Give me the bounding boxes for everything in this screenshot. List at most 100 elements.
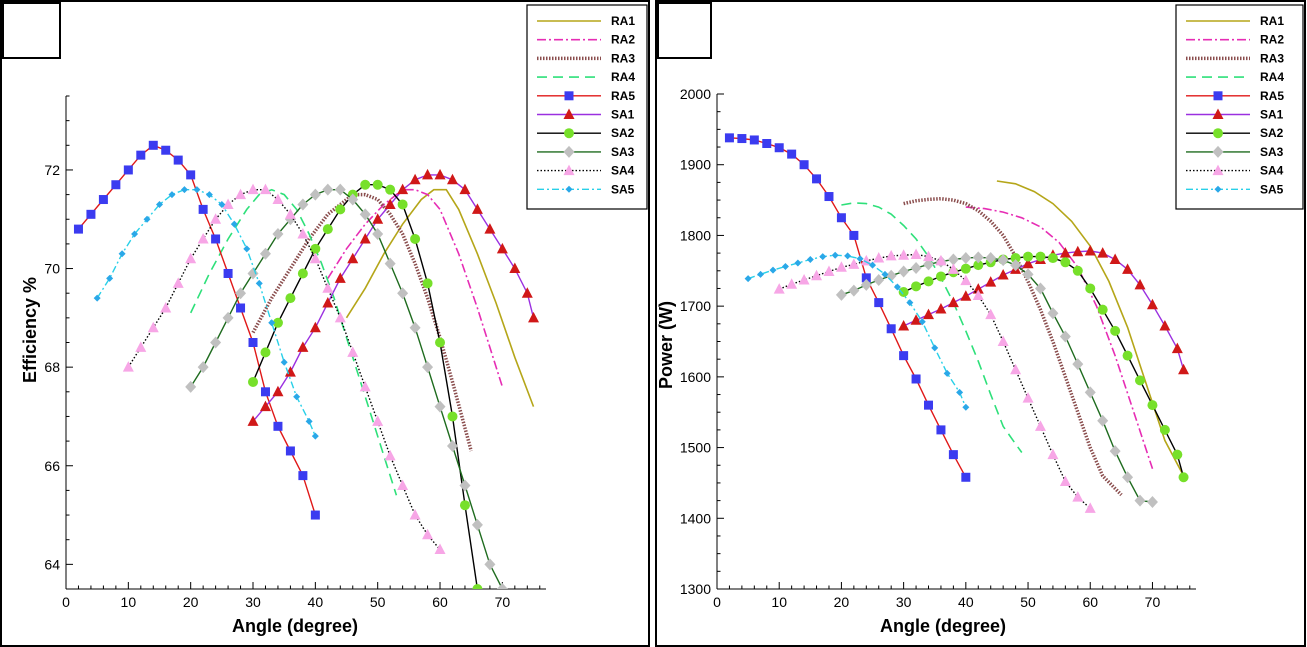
efficiency-point-sa1 xyxy=(459,183,471,195)
efficiency-point-ra5 xyxy=(285,446,295,456)
power-point-sa5 xyxy=(956,388,964,396)
efficiency-y-tick-label: 72 xyxy=(44,162,60,178)
power-point-sa2 xyxy=(923,276,934,287)
efficiency-point-sa3 xyxy=(272,228,284,241)
efficiency-series-ra1 xyxy=(345,188,535,407)
efficiency-point-sa1 xyxy=(528,311,540,323)
efficiency-point-sa4 xyxy=(259,183,271,195)
power-x-tick-label: 60 xyxy=(1082,594,1098,610)
power-point-sa5 xyxy=(869,261,877,269)
power-point-sa4 xyxy=(1072,491,1084,502)
power-point-sa2 xyxy=(1023,251,1034,262)
power-point-sa2 xyxy=(1072,265,1083,276)
power-legend-marker xyxy=(1212,164,1224,176)
efficiency-point-ra5 xyxy=(298,471,308,481)
efficiency-point-sa2 xyxy=(410,233,421,244)
power-point-sa5 xyxy=(806,255,814,263)
power-legend: RA1 RA2 RA3 RA4 RA5 SA1 SA2 SA3 SA4 SA5 xyxy=(1175,4,1304,210)
efficiency-point-sa5 xyxy=(243,245,251,253)
efficiency-point-sa3 xyxy=(446,440,458,453)
power-point-sa4 xyxy=(1034,420,1046,431)
efficiency-point-sa4 xyxy=(397,479,409,490)
power-line-ra2 xyxy=(965,206,1154,470)
power-point-sa1 xyxy=(1022,257,1034,269)
power-point-sa3 xyxy=(1010,259,1022,272)
efficiency-legend-item-ra2: RA2 xyxy=(537,33,635,47)
efficiency-point-sa3 xyxy=(459,479,471,492)
efficiency-x-axis-title: Angle (degree) xyxy=(232,616,358,636)
power-point-sa3 xyxy=(972,251,984,264)
efficiency-series-sa3 xyxy=(185,183,508,589)
power-line-ra5 xyxy=(729,137,967,478)
efficiency-legend-marker xyxy=(563,145,575,158)
power-point-sa4 xyxy=(997,335,1009,346)
efficiency-point-sa4 xyxy=(334,311,346,323)
power-x-tick-label: 70 xyxy=(1145,594,1161,610)
power-point-sa3 xyxy=(1122,471,1134,484)
power-point-sa1 xyxy=(898,319,910,331)
power-legend-label: SA1 xyxy=(1260,108,1284,122)
power-point-sa3 xyxy=(1022,268,1034,281)
efficiency-x-tick-label: 20 xyxy=(183,594,199,610)
efficiency-point-sa2 xyxy=(297,268,308,279)
efficiency-point-sa1 xyxy=(284,366,296,377)
efficiency-x-tick-label: 50 xyxy=(370,594,386,610)
power-point-sa3 xyxy=(860,278,872,291)
power-point-sa5 xyxy=(744,275,752,283)
power-point-sa4 xyxy=(786,278,798,289)
power-point-sa5 xyxy=(881,270,889,278)
efficiency-point-sa4 xyxy=(210,213,222,224)
efficiency-point-sa3 xyxy=(434,400,446,413)
power-point-sa4 xyxy=(972,289,984,301)
power-point-sa5 xyxy=(906,299,914,307)
power-legend-marker xyxy=(1212,108,1224,119)
power-point-sa4 xyxy=(1059,475,1071,487)
efficiency-point-sa1 xyxy=(509,262,521,274)
power-point-ra5 xyxy=(774,143,784,153)
efficiency-legend-label: RA4 xyxy=(611,70,635,84)
efficiency-legend-marker xyxy=(564,91,574,101)
power-point-sa2 xyxy=(1172,449,1183,460)
power-point-sa2 xyxy=(1035,251,1046,262)
power-legend-item-ra4: RA4 xyxy=(1186,70,1284,84)
efficiency-point-sa4 xyxy=(422,528,434,540)
efficiency-point-ra5 xyxy=(198,204,208,214)
efficiency-point-sa5 xyxy=(305,417,313,425)
power-legend-label: SA2 xyxy=(1260,126,1284,140)
power-x-tick-label: 10 xyxy=(771,594,787,610)
power-y-tick-label: 1700 xyxy=(680,298,711,314)
power-point-ra5 xyxy=(787,149,797,159)
efficiency-x-tick-label: 10 xyxy=(121,594,137,610)
power-series-sa4 xyxy=(773,248,1096,513)
efficiency-legend-marker xyxy=(564,128,574,139)
efficiency-legend-label: RA3 xyxy=(611,51,635,65)
power-point-sa1 xyxy=(972,283,984,294)
power-point-sa3 xyxy=(960,252,972,265)
power-point-ra5 xyxy=(961,472,971,482)
power-legend-marker xyxy=(1214,185,1222,193)
efficiency-series-sa2 xyxy=(248,179,483,589)
efficiency-point-sa4 xyxy=(172,277,184,288)
left-panel-frame xyxy=(0,0,650,647)
efficiency-point-sa4 xyxy=(347,346,359,357)
efficiency-point-sa5 xyxy=(180,186,188,194)
power-point-sa3 xyxy=(1084,386,1096,399)
right-corner-box xyxy=(657,2,712,59)
efficiency-point-sa5 xyxy=(131,230,139,238)
efficiency-point-sa5 xyxy=(205,191,213,199)
power-x-tick-label: 50 xyxy=(1020,594,1036,610)
power-point-sa1 xyxy=(1072,245,1084,257)
efficiency-point-sa3 xyxy=(197,361,209,374)
power-point-sa5 xyxy=(769,266,777,274)
power-legend-item-ra5: RA5 xyxy=(1186,89,1284,103)
efficiency-point-ra5 xyxy=(211,234,221,244)
efficiency-point-sa2 xyxy=(272,317,283,328)
power-point-sa2 xyxy=(1147,400,1158,411)
power-point-sa5 xyxy=(819,253,827,261)
efficiency-point-sa4 xyxy=(284,208,296,219)
power-point-sa2 xyxy=(935,271,946,282)
power-point-sa4 xyxy=(935,254,947,266)
efficiency-point-sa5 xyxy=(193,186,201,194)
efficiency-point-sa3 xyxy=(259,247,271,260)
efficiency-point-ra5 xyxy=(223,268,233,278)
